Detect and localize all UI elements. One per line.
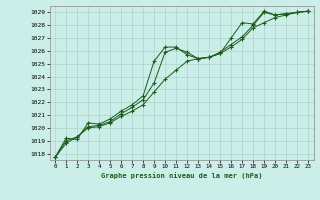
X-axis label: Graphe pression niveau de la mer (hPa): Graphe pression niveau de la mer (hPa) <box>101 172 262 179</box>
